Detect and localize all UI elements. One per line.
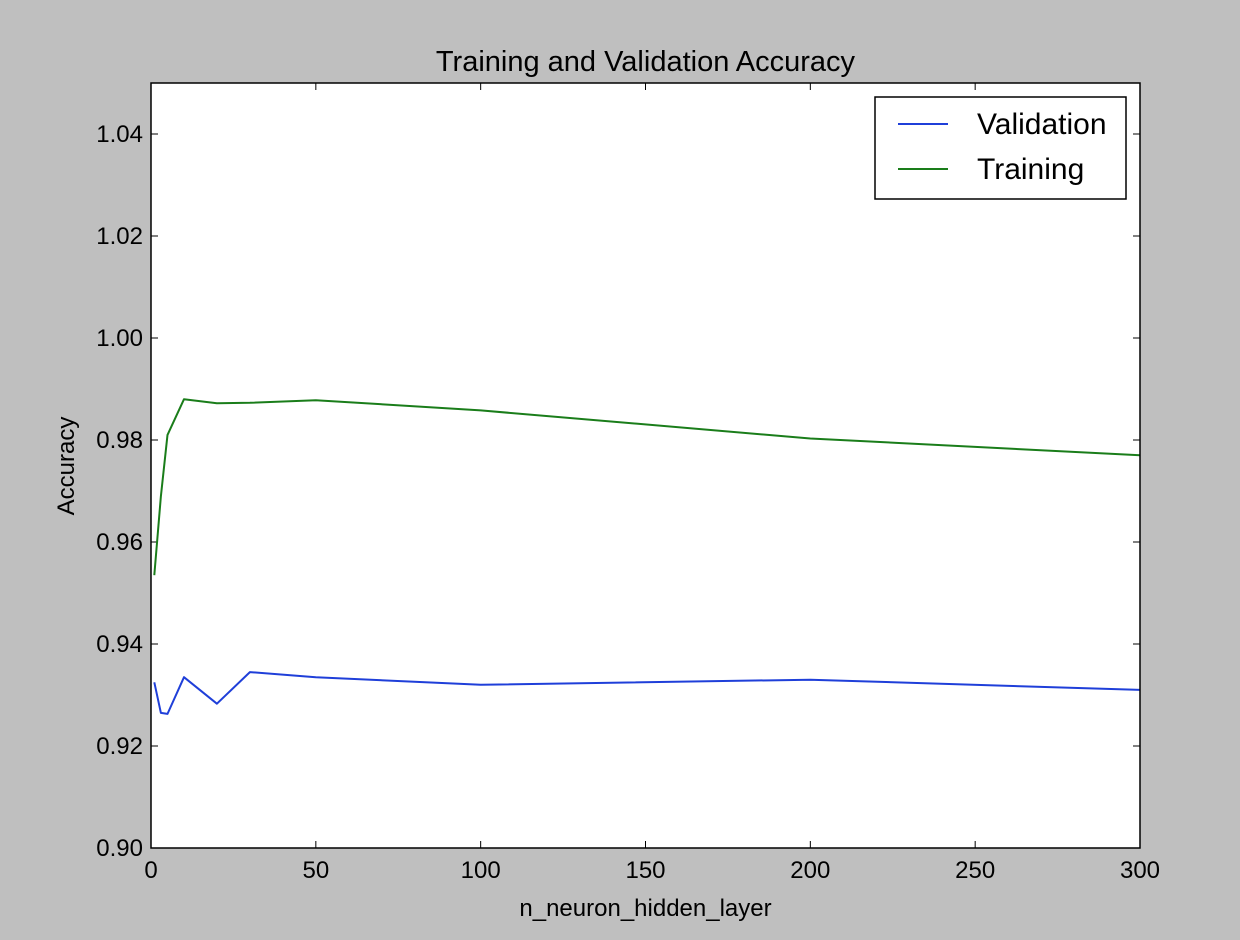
y-tick-label: 1.00 [96,325,143,352]
legend-label-training: Training [977,153,1084,186]
x-axis-label: n_neuron_hidden_layer [519,895,771,922]
chart-title: Training and Validation Accuracy [436,46,856,78]
y-axis-label: Accuracy [53,417,80,516]
y-tick-label: 0.92 [96,733,143,760]
y-tick-label: 0.96 [96,529,143,556]
legend-label-validation: Validation [977,108,1107,141]
x-tick-label: 200 [790,857,830,884]
y-tick-label: 0.94 [96,631,143,658]
x-tick-label: 50 [302,857,329,884]
series-line-validation [153,671,1141,715]
x-tick-label: 100 [461,857,501,884]
y-tick-label: 0.98 [96,427,143,454]
y-tick-label: 1.02 [96,223,143,250]
legend: Validation Training [874,96,1127,200]
series-lines [153,398,1141,715]
legend-box [874,96,1127,200]
x-tick-label: 150 [625,857,665,884]
plot-frame [150,82,1141,849]
x-tick-label: 0 [144,857,157,884]
x-tick-label: 300 [1120,857,1160,884]
series-line-training [153,398,1141,576]
axis-ticks: 0 50 100 150 200 250 300 0.90 0.92 0.94 0.96 0.98 1.… [96,83,1160,884]
plot-area [151,83,1140,848]
x-tick-label: 250 [955,857,995,884]
y-tick-label: 0.90 [96,835,143,862]
y-tick-label: 1.04 [96,121,143,148]
